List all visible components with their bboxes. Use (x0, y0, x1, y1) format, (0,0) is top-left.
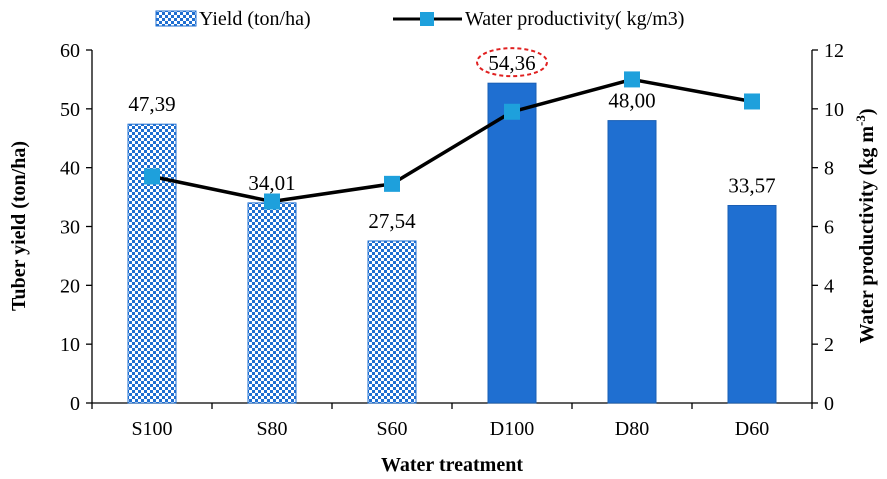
data-label: 33,57 (728, 173, 775, 197)
legend-swatch-yield (155, 10, 197, 27)
data-label: 54,36 (488, 51, 535, 75)
x-axis-title: Water treatment (381, 454, 523, 476)
axes (91, 50, 813, 404)
legend-label-wp: Water productivity( kg/m3) (465, 8, 684, 30)
y-tick-label-right: 10 (824, 99, 844, 121)
y-tick-label-left: 30 (60, 217, 80, 239)
line-marker (504, 103, 520, 120)
line-series (144, 71, 760, 210)
legend-marker-wp (420, 12, 434, 26)
y-ticks-left: 0 10 20 30 40 50 60 (60, 40, 92, 415)
line-marker (264, 193, 280, 210)
y-axis-title-left: Tuber yield (ton/ha) (8, 141, 30, 311)
line-marker (144, 168, 160, 185)
bar (247, 202, 297, 404)
x-tick-label: S100 (131, 418, 172, 440)
y-tick-label-right: 4 (824, 275, 834, 297)
legend-label-yield: Yield (ton/ha) (199, 8, 311, 30)
bar (127, 123, 177, 404)
y-tick-label-right: 0 (824, 393, 834, 415)
y-tick-label-left: 20 (60, 275, 80, 297)
data-label: 27,54 (368, 209, 416, 233)
line-marker (744, 93, 760, 110)
y-tick-label-left: 60 (60, 40, 80, 62)
data-label: 47,39 (128, 92, 175, 116)
bar (487, 82, 537, 404)
y-axis-title-right: Water productivity (kg m-3) (853, 108, 878, 343)
x-tick-label: S60 (376, 418, 407, 440)
x-tick-label: D80 (615, 418, 649, 440)
line-marker (384, 175, 400, 192)
x-tick-label: D60 (735, 418, 769, 440)
y-axis-title-right-sup: -3 (853, 115, 868, 126)
highlight-ellipse (476, 47, 548, 78)
x-ticks: S100 S80 S60 D100 D80 D60 (91, 403, 813, 440)
line-marker (624, 71, 640, 88)
y-tick-label-left: 10 (60, 334, 80, 356)
y-tick-label-right: 2 (824, 334, 834, 356)
y-tick-label-left: 40 (60, 158, 80, 180)
data-label: 48,00 (608, 89, 655, 113)
bar (727, 204, 777, 404)
series-line (151, 77, 753, 204)
y-ticks-right: 0 2 4 6 8 10 12 (812, 40, 844, 415)
y-tick-label-right: 6 (824, 217, 834, 239)
legend: Yield (ton/ha) Water productivity( kg/m3… (155, 8, 684, 30)
y-tick-label-left: 0 (70, 393, 80, 415)
y-tick-label-left: 50 (60, 99, 80, 121)
y-axis-title-right-close: ) (856, 108, 878, 115)
bar (607, 120, 657, 404)
y-tick-label-right: 12 (824, 40, 844, 62)
y-axis-title-right-main: Water productivity (kg m (856, 126, 878, 344)
x-tick-label: D100 (490, 418, 534, 440)
bars (127, 82, 777, 404)
data-label: 34,01 (248, 171, 295, 195)
x-tick-label: S80 (256, 418, 287, 440)
y-tick-label-right: 8 (824, 158, 834, 180)
data-labels: 47,39 34,01 27,54 54,36 48,00 33,57 (128, 47, 776, 233)
bar (367, 240, 417, 404)
